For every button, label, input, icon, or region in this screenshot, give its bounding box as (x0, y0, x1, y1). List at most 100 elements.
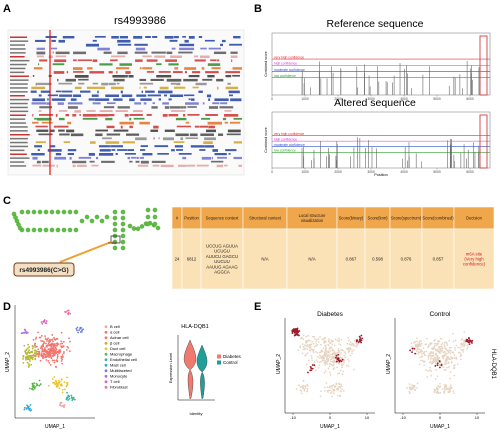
cell-dot (409, 386, 412, 388)
cell-dot (53, 350, 56, 353)
cell-dot (328, 348, 331, 350)
cell-dot (37, 331, 39, 334)
cell-dot (322, 355, 325, 358)
track-label (10, 36, 28, 38)
x-tick-label: 1000 (301, 170, 309, 174)
cell-dot (36, 384, 38, 387)
x-tick-label: 5000 (433, 97, 441, 101)
site-pointer (59, 241, 112, 263)
cell-dot (39, 347, 42, 349)
cell-dot (433, 339, 435, 342)
cell-dot (418, 363, 421, 366)
expr-dot (294, 334, 297, 337)
track-feature (115, 153, 118, 155)
cell-dot (328, 355, 331, 358)
cell-dot (34, 338, 37, 340)
cell-dot (441, 347, 444, 350)
cell-dot (323, 359, 325, 362)
cell-dot (442, 355, 444, 357)
cell-dot (305, 345, 307, 347)
cell-dot (321, 350, 324, 353)
track-feature (140, 98, 152, 101)
cell-dot (326, 386, 329, 389)
track-feature (92, 102, 101, 105)
cell-dot (25, 407, 28, 410)
cell-dot (324, 355, 327, 357)
cell-dot (43, 340, 45, 343)
track-feature (198, 90, 203, 93)
track-feature (220, 102, 228, 105)
track-feature (66, 129, 75, 133)
cell-dot (339, 395, 341, 398)
nucleotide (67, 209, 73, 215)
cell-dot (67, 313, 70, 316)
track-feature (120, 90, 123, 94)
expr-dot (291, 329, 294, 332)
track-feature (130, 156, 137, 159)
track-feature (135, 47, 146, 51)
expr-dot (411, 351, 413, 354)
track-feature (63, 141, 71, 144)
legend-swatch (104, 363, 108, 367)
expr-dot (340, 360, 343, 363)
cell-dot (80, 331, 83, 333)
cell-dot (55, 342, 58, 345)
nucleotide (120, 233, 126, 239)
track-feature (33, 67, 43, 70)
cell-dot (300, 336, 303, 339)
cell-dot (306, 348, 309, 350)
track-feature (78, 82, 85, 85)
cell-dot (29, 403, 32, 406)
nucleotide (145, 207, 151, 213)
expr-dot (440, 364, 443, 367)
cell-dot (44, 353, 47, 356)
track-feature (58, 39, 66, 43)
cell-dot (350, 348, 352, 351)
cell-dot (324, 370, 327, 372)
cell-dot (31, 347, 34, 350)
cell-dot (442, 351, 445, 354)
track-feature (80, 90, 91, 93)
track-feature (154, 145, 169, 148)
cell-dot (331, 395, 333, 398)
track-feature (162, 114, 168, 117)
track-feature (162, 102, 169, 105)
track-feature (135, 160, 140, 163)
cell-dot (437, 357, 439, 360)
track-feature (225, 75, 232, 78)
cell-dot (331, 340, 333, 343)
x-tick-label: 2000 (334, 170, 342, 174)
cell-dot (57, 384, 60, 386)
track-feature (58, 110, 68, 112)
track-feature (150, 78, 164, 81)
track-label (10, 130, 28, 132)
track-feature (36, 47, 45, 50)
cell-dot (356, 344, 359, 346)
track-feature (151, 51, 166, 54)
track-feature (39, 59, 48, 62)
track-feature (58, 129, 65, 132)
cell-dot (317, 341, 320, 343)
cell-dot (343, 354, 346, 357)
track-feature (168, 98, 172, 101)
track-feature (31, 86, 46, 90)
cell-dot (448, 347, 451, 349)
track-feature (111, 36, 119, 39)
cell-dot (436, 342, 439, 345)
cell-dot (61, 354, 64, 356)
cell-dot (452, 340, 455, 343)
cell-dot (323, 361, 325, 364)
track-label (10, 48, 26, 50)
expr-dot (355, 339, 358, 342)
cell-dot (67, 399, 70, 401)
track-feature (218, 133, 224, 136)
cell-dot (47, 337, 50, 340)
cell-dot (46, 346, 48, 348)
expr-dot (335, 354, 338, 357)
track-feature (179, 43, 195, 47)
cell-dot (436, 390, 439, 392)
cell-dot (23, 344, 26, 347)
track-feature (73, 94, 82, 97)
cell-dot (302, 386, 305, 389)
track-feature (180, 137, 184, 141)
